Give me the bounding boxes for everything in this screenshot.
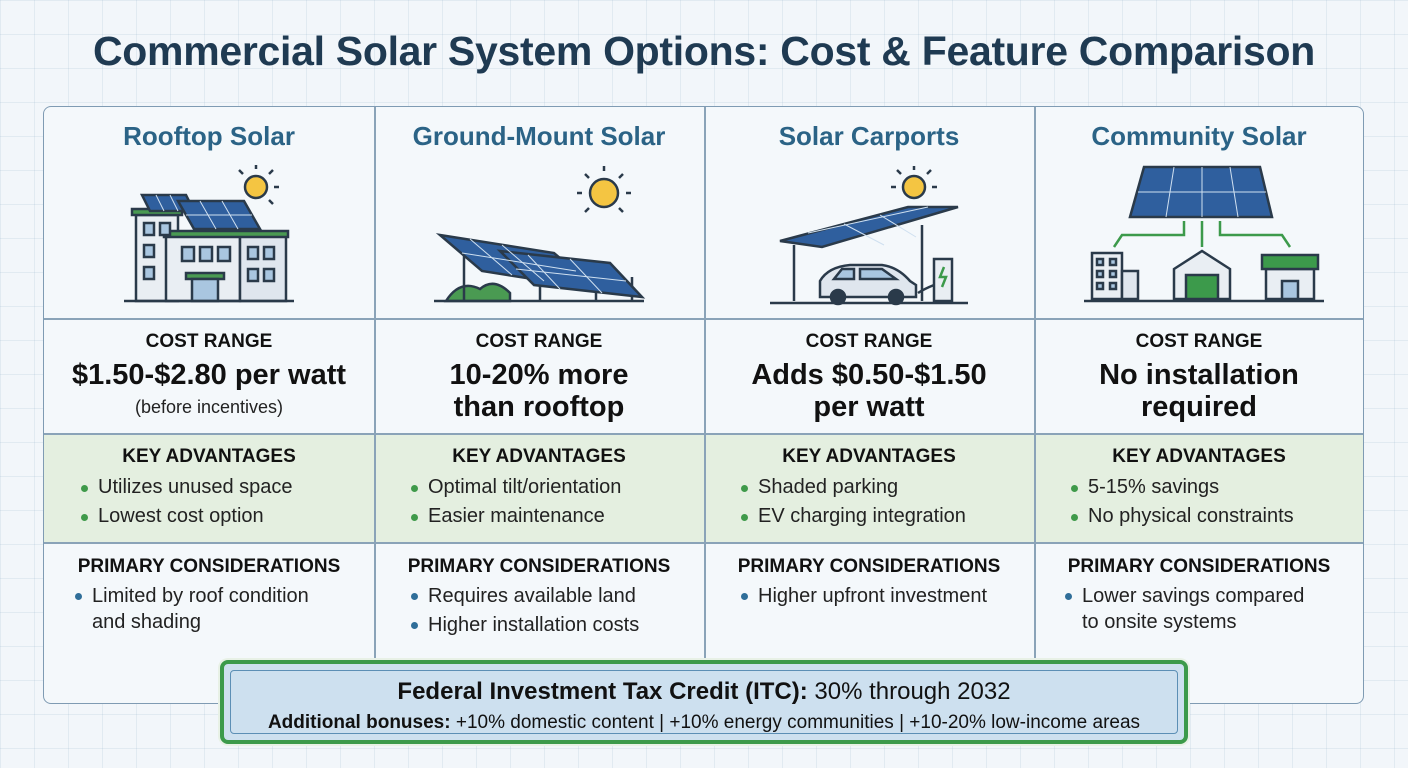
advantages-list: Shaded parking EV charging integration [704,473,1034,531]
column-title: Ground-Mount Solar [412,121,666,151]
advantages-label: KEY ADVANTAGES [122,446,296,467]
considerations-label: PRIMARY CONSIDERATIONS [407,556,671,577]
list-item: Easier maintenance [374,502,704,531]
rooftop-building-icon [124,165,294,303]
list-item: Higher installation costs [374,612,704,638]
considerations-label: PRIMARY CONSIDERATIONS [77,556,341,577]
divider [374,107,376,663]
list-item: Requires available land [374,583,704,609]
divider [44,433,1363,435]
list-item: No physical constraints [1034,502,1363,531]
itc-main-line: Federal Investment Tax Credit (ITC): 30%… [397,678,1011,705]
column-community-solar: Community Solar [1034,107,1363,703]
column-title: Community Solar [1091,121,1307,151]
cost-value: No installation required [1099,359,1299,423]
column-solar-carports: Solar Carports COST RANGE [704,107,1034,703]
list-item: Limited by roof condition and shading [44,583,374,635]
cost-range-label: COST RANGE [145,331,273,352]
divider [44,318,1363,320]
considerations-label: PRIMARY CONSIDERATIONS [1067,556,1331,577]
carport-ev-icon [770,166,968,306]
comparison-table: Rooftop Solar [43,106,1364,704]
page-title: Commercial Solar System Options: Cost & … [93,28,1315,74]
considerations-list: Requires available land Higher installat… [374,583,704,641]
column-ground-mount-solar: Ground-Mount Solar COST RANG [374,107,704,703]
cost-value: Adds $0.50-$1.50 per watt [751,359,987,423]
itc-inner-border [230,670,1178,734]
list-item: Utilizes unused space [44,473,374,502]
advantages-list: Optimal tilt/orientation Easier maintena… [374,473,704,531]
advantages-label: KEY ADVANTAGES [452,446,626,467]
advantages-label: KEY ADVANTAGES [782,446,956,467]
considerations-list: Higher upfront investment [704,583,1034,612]
list-item: Lower savings compared to onsite systems [1034,583,1363,635]
divider [1034,107,1036,663]
cost-value: $1.50-$2.80 per watt [71,359,347,391]
list-item: Shaded parking [704,473,1034,502]
considerations-list: Limited by roof condition and shading [44,583,374,638]
itc-callout: Federal Investment Tax Credit (ITC): 30%… [220,660,1188,744]
advantages-list: Utilizes unused space Lowest cost option [44,473,374,531]
list-item: EV charging integration [704,502,1034,531]
divider [704,107,706,663]
considerations-label: PRIMARY CONSIDERATIONS [737,556,1001,577]
divider [44,542,1363,544]
itc-bonuses-line: Additional bonuses: +10% domestic conten… [267,712,1141,733]
cost-range-label: COST RANGE [475,331,603,352]
cost-range-label: COST RANGE [1135,331,1263,352]
ground-mount-panels-icon [434,166,646,303]
cost-note: (before incentives) [134,397,284,417]
advantages-label: KEY ADVANTAGES [1112,446,1286,467]
column-title: Rooftop Solar [123,121,295,151]
cost-range-label: COST RANGE [805,331,933,352]
cost-value: 10-20% more than rooftop [449,359,629,423]
list-item: Lowest cost option [44,502,374,531]
list-item: 5-15% savings [1034,473,1363,502]
considerations-list: Lower savings compared to onsite systems [1034,583,1363,638]
community-grid-icon [1084,165,1324,303]
advantages-list: 5-15% savings No physical constraints [1034,473,1363,531]
list-item: Higher upfront investment [704,583,1034,609]
column-title: Solar Carports [778,121,960,151]
advantages-band [44,434,1363,542]
list-item: Optimal tilt/orientation [374,473,704,502]
column-rooftop-solar: Rooftop Solar [44,107,374,703]
